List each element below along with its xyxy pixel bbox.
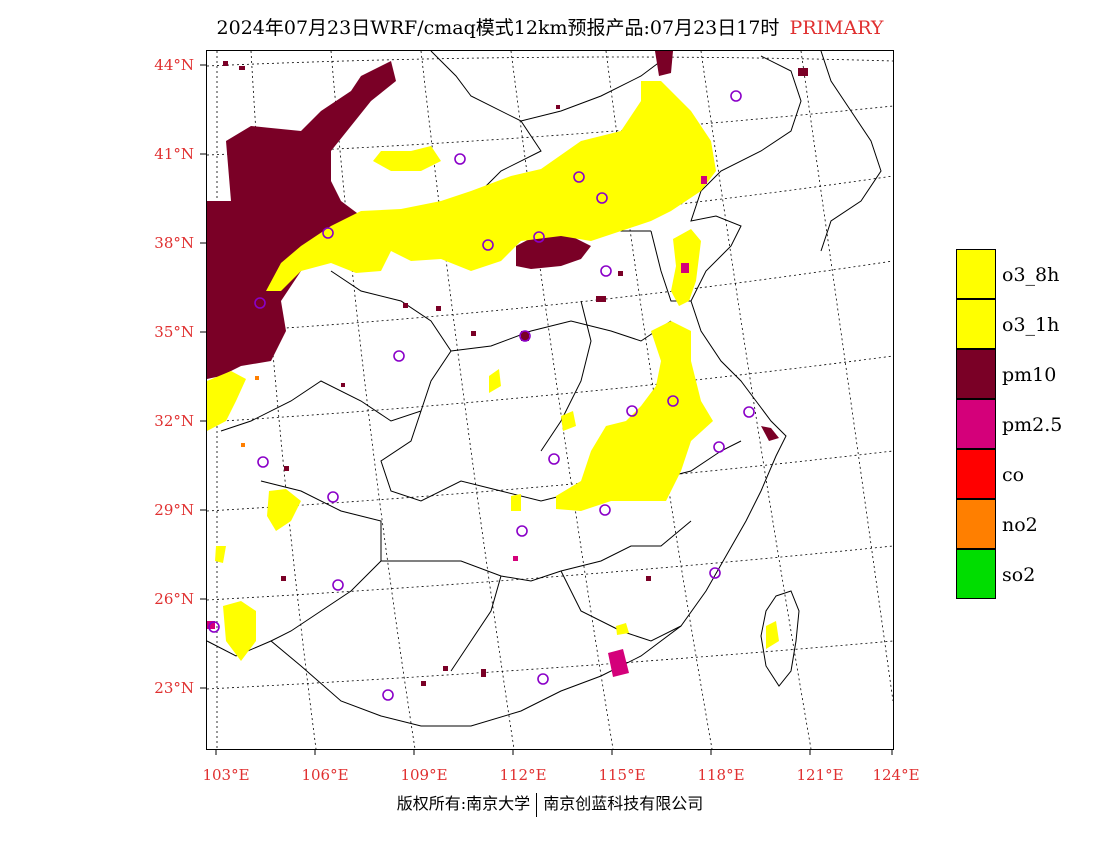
legend-swatch-pm25 (956, 399, 996, 449)
legend-swatch-o3-1h (956, 299, 996, 349)
legend-swatch-co (956, 449, 996, 499)
legend-swatch-so2 (956, 549, 996, 599)
lat-label-35: 35°N (154, 323, 194, 341)
map-panel (206, 50, 894, 750)
lat-label-44: 44°N (154, 56, 194, 74)
lon-label-121: 121°E (796, 766, 844, 784)
lat-label-23: 23°N (154, 679, 194, 697)
legend-swatch-o3-8h (956, 249, 996, 299)
lon-label-118: 118°E (697, 766, 745, 784)
legend-label-co: co (1002, 464, 1025, 486)
pm10-pixels (223, 61, 808, 686)
pm10-areas (207, 51, 779, 441)
legend-label-pm25: pm2.5 (1002, 414, 1063, 436)
lat-label-41: 41°N (154, 145, 194, 163)
lat-label-26: 26°N (154, 590, 194, 608)
map-title: 2024年07月23日WRF/cmaq模式12km预报产品:07月23日17时 P… (0, 13, 1100, 40)
station-markers (208, 90, 755, 701)
legend-label-pm10: pm10 (1002, 364, 1057, 386)
lat-label-38: 38°N (154, 234, 194, 252)
copyright-right: 南京创蓝科技有限公司 (543, 794, 704, 813)
lon-label-112: 112°E (499, 766, 547, 784)
legend-label-no2: no2 (1002, 514, 1038, 536)
legend-swatch-no2 (956, 499, 996, 549)
copyright-separator (536, 792, 538, 817)
legend-label-o3-1h: o3_1h (1002, 314, 1060, 336)
lon-label-124: 124°E (872, 766, 920, 784)
copyright-left: 版权所有:南京大学 (396, 794, 531, 813)
map-canvas (207, 51, 893, 749)
title-text: 2024年07月23日WRF/cmaq模式12km预报产品:07月23日17时 (216, 17, 780, 39)
lat-label-32: 32°N (154, 412, 194, 430)
lon-label-106: 106°E (301, 766, 349, 784)
lon-label-115: 115°E (598, 766, 646, 784)
lon-label-109: 109°E (400, 766, 448, 784)
primary-tag: PRIMARY (789, 17, 884, 39)
legend-swatch-pm10 (956, 349, 996, 399)
lon-label-103: 103°E (202, 766, 250, 784)
pm25-areas (207, 176, 707, 677)
legend-label-so2: so2 (1002, 564, 1036, 586)
legend-label-o3-8h: o3_8h (1002, 264, 1060, 286)
lat-label-29: 29°N (154, 501, 194, 519)
copyright-footer: 版权所有:南京大学 南京创蓝科技有限公司 (0, 790, 1100, 817)
no2-areas (241, 376, 259, 447)
